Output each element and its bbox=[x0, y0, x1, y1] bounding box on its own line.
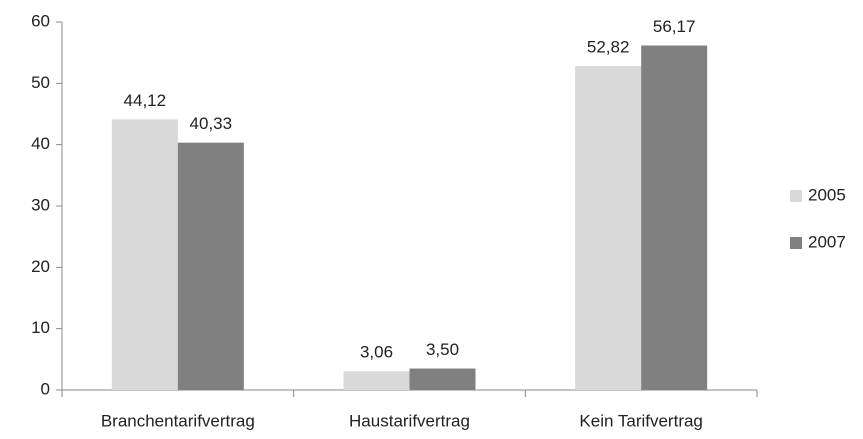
y-tick-label: 50 bbox=[31, 73, 50, 92]
bar bbox=[111, 119, 178, 390]
legend-label: 2007 bbox=[808, 232, 846, 251]
bar bbox=[641, 45, 708, 391]
bar bbox=[575, 66, 642, 391]
x-tick-label: Haustarifvertrag bbox=[349, 411, 470, 430]
x-tick-label: Branchentarifvertrag bbox=[101, 411, 255, 430]
y-tick-label: 10 bbox=[31, 318, 50, 337]
y-tick-label: 20 bbox=[31, 257, 50, 276]
x-tick-label: Kein Tarifvertrag bbox=[579, 411, 702, 430]
y-tick-label: 0 bbox=[41, 379, 50, 398]
legend-label: 2005 bbox=[808, 185, 846, 204]
data-label: 3,50 bbox=[426, 340, 459, 359]
data-label: 44,12 bbox=[124, 91, 167, 110]
data-label: 40,33 bbox=[190, 114, 233, 133]
bar bbox=[177, 142, 244, 390]
y-tick-label: 40 bbox=[31, 134, 50, 153]
data-label: 52,82 bbox=[587, 38, 630, 57]
y-tick-label: 30 bbox=[31, 195, 50, 214]
legend-swatch bbox=[790, 237, 802, 249]
data-label: 56,17 bbox=[653, 17, 696, 36]
data-label: 3,06 bbox=[360, 343, 393, 362]
y-tick-label: 60 bbox=[31, 11, 50, 30]
bar bbox=[409, 368, 476, 390]
bar bbox=[343, 371, 410, 390]
legend-swatch bbox=[790, 190, 802, 202]
